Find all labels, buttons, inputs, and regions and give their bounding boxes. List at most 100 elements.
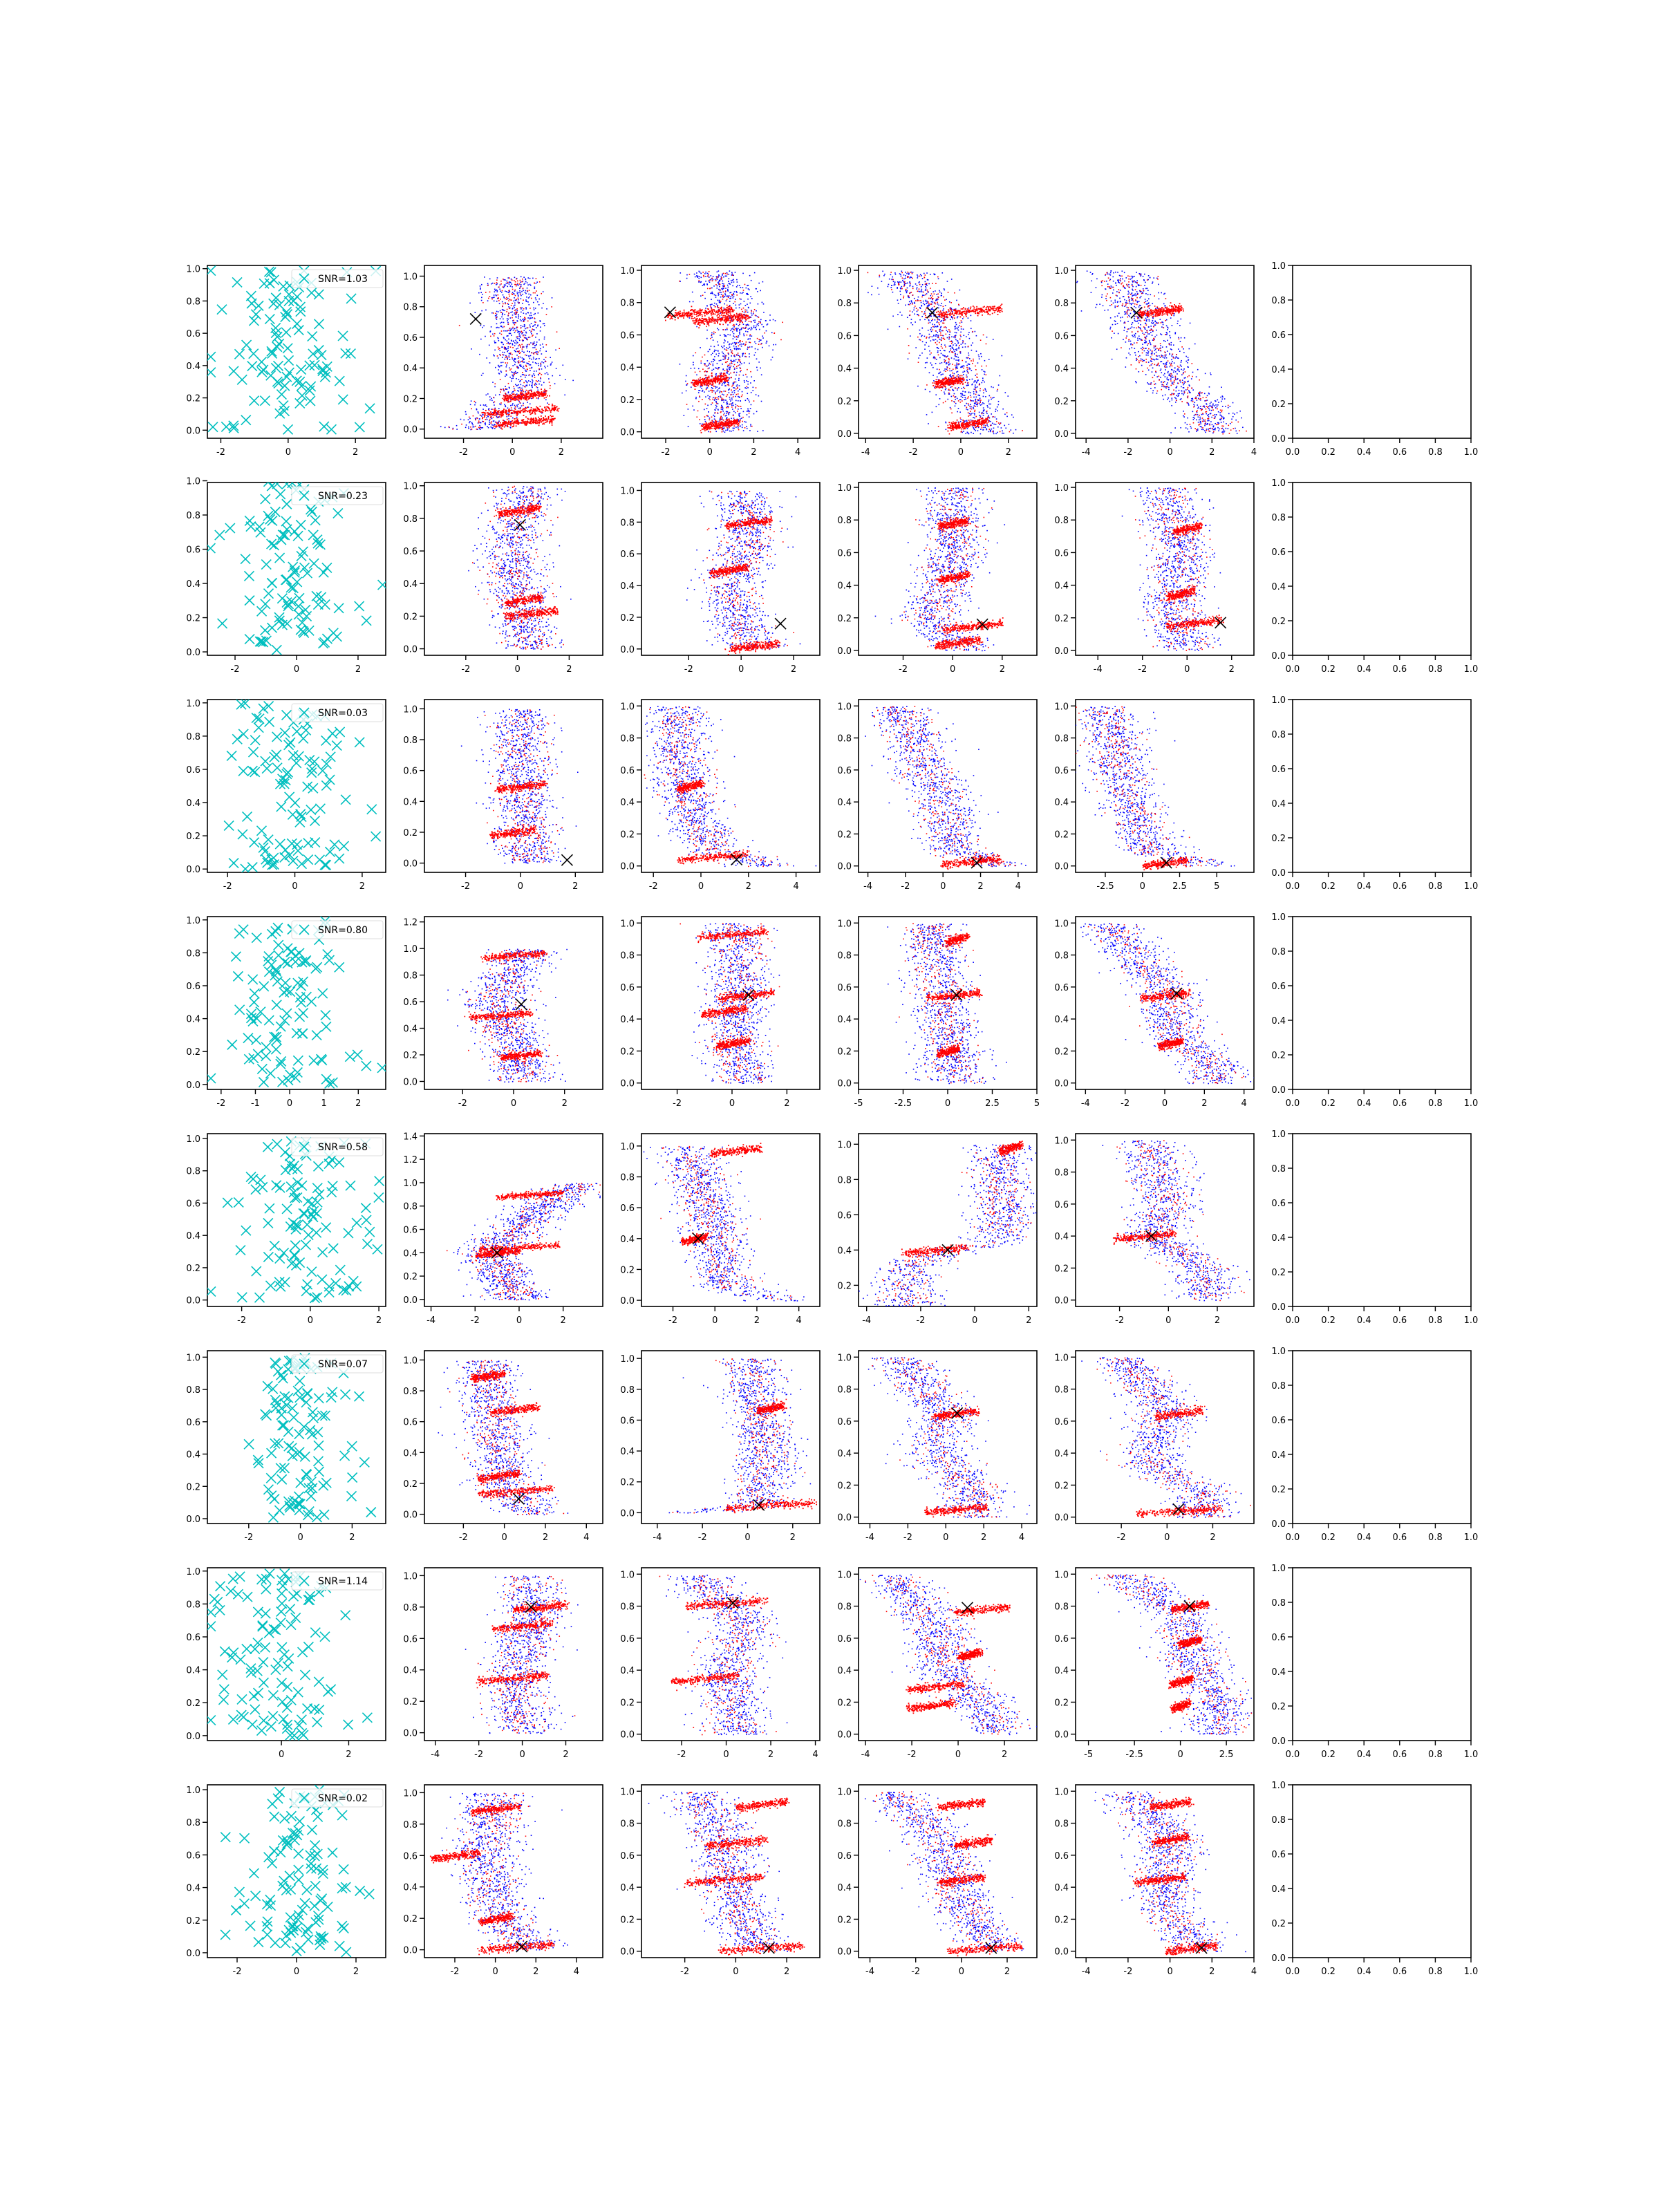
red-point	[706, 313, 707, 315]
red-point	[541, 388, 542, 390]
blue-point	[500, 365, 501, 366]
red-point	[719, 422, 720, 423]
blue-point	[518, 292, 520, 294]
y-tick-label: 1.0	[403, 272, 418, 282]
red-point	[703, 312, 704, 313]
blue-point	[740, 299, 742, 300]
blue-point	[924, 348, 926, 350]
blue-point	[997, 406, 998, 408]
red-point	[732, 317, 733, 319]
red-point	[699, 395, 700, 397]
red-point	[715, 398, 716, 400]
blue-point	[695, 397, 697, 398]
blue-point	[483, 326, 485, 327]
red-point	[547, 418, 549, 419]
blue-point	[701, 277, 702, 279]
blue-point	[514, 364, 516, 366]
blue-point	[538, 374, 539, 375]
blue-point	[465, 413, 467, 415]
red-point	[502, 413, 503, 415]
red-point	[518, 395, 520, 397]
blue-point	[905, 278, 906, 279]
blue-point	[504, 284, 505, 285]
blue-point	[914, 298, 915, 299]
blue-point	[729, 295, 730, 297]
red-point	[731, 311, 733, 312]
blue-point	[720, 292, 722, 293]
blue-point	[705, 281, 706, 282]
blue-point	[722, 286, 724, 288]
blue-point	[968, 384, 969, 386]
blue-point	[951, 371, 953, 372]
red-point	[516, 423, 517, 424]
blue-point	[536, 341, 538, 343]
blue-point	[469, 303, 471, 304]
blue-point	[957, 354, 958, 355]
blue-point	[718, 289, 720, 290]
red-point	[729, 322, 731, 324]
red-point	[740, 420, 741, 422]
red-point	[704, 371, 706, 373]
red-point	[509, 410, 511, 411]
red-point	[477, 418, 478, 419]
red-point	[701, 323, 702, 324]
blue-point	[747, 414, 748, 415]
red-point	[505, 298, 506, 299]
red-point	[679, 316, 680, 317]
red-point	[515, 330, 516, 332]
blue-point	[723, 283, 724, 285]
blue-point	[736, 349, 738, 350]
blue-point	[711, 292, 713, 293]
blue-point	[716, 368, 718, 369]
red-point	[542, 420, 543, 422]
blue-point	[494, 428, 496, 429]
blue-point	[943, 335, 944, 337]
red-point	[709, 382, 710, 383]
blue-point	[506, 291, 507, 292]
blue-point	[513, 359, 514, 361]
red-point	[706, 320, 707, 321]
red-point	[736, 343, 738, 344]
blue-point	[715, 431, 717, 432]
blue-point	[962, 342, 964, 344]
x-tick-label: -2	[459, 447, 468, 458]
blue-point	[977, 430, 979, 431]
blue-point	[521, 276, 522, 278]
blue-point	[516, 344, 517, 345]
red-point	[743, 290, 744, 291]
blue-point	[488, 427, 489, 429]
red-point	[509, 395, 511, 396]
blue-point	[941, 337, 942, 339]
red-point	[521, 395, 523, 397]
blue-point	[504, 297, 505, 299]
red-point	[717, 321, 718, 323]
red-point	[692, 309, 693, 310]
blue-point	[542, 344, 543, 345]
blue-point	[547, 402, 548, 404]
red-point	[684, 310, 685, 311]
red-point	[733, 420, 734, 421]
red-point	[522, 279, 523, 280]
blue-point	[735, 308, 737, 309]
blue-point	[901, 271, 902, 272]
blue-point	[698, 392, 700, 393]
blue-point	[769, 315, 771, 316]
blue-point	[741, 344, 742, 345]
blue-point	[976, 335, 977, 337]
red-point	[518, 398, 520, 400]
blue-point	[899, 326, 901, 328]
red-point	[556, 331, 558, 332]
red-point	[538, 409, 539, 410]
blue-point	[728, 406, 729, 407]
blue-point	[708, 351, 709, 353]
red-point	[733, 422, 734, 423]
blue-point	[715, 401, 717, 402]
red-point	[459, 325, 460, 326]
blue-point	[997, 432, 998, 433]
red-point	[731, 422, 732, 423]
red-point	[706, 382, 708, 384]
red-point	[717, 312, 718, 314]
sample-point	[246, 291, 256, 301]
red-point	[513, 410, 514, 411]
red-point	[682, 312, 683, 314]
